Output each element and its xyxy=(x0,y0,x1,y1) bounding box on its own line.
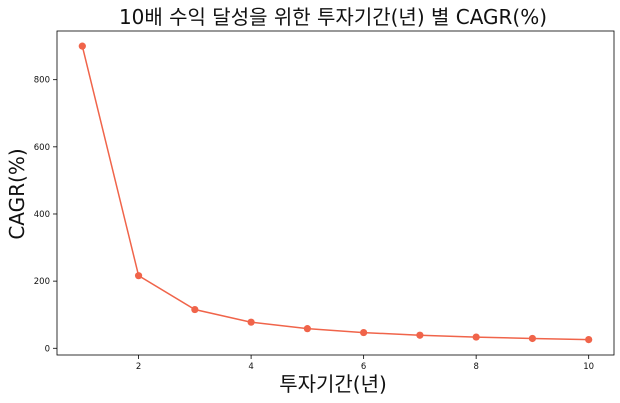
data-point xyxy=(303,325,311,333)
chart-title: 10배 수익 달성을 위한 투자기간(년) 별 CAGR(%) xyxy=(119,5,547,29)
series-line xyxy=(81,45,589,341)
data-point xyxy=(134,272,143,280)
plot-frame xyxy=(56,30,615,356)
data-point xyxy=(191,305,199,314)
data-point xyxy=(416,331,424,339)
data-point xyxy=(360,328,368,337)
x-tick-label: 10 xyxy=(583,362,594,372)
y-tick-label: 800 xyxy=(34,76,50,86)
x-tick-label: 8 xyxy=(473,362,478,372)
x-tick-label: 2 xyxy=(136,362,141,372)
data-point xyxy=(472,333,480,341)
data-point xyxy=(528,334,537,343)
x-tick-label: 6 xyxy=(361,362,366,372)
x-tick-label: 4 xyxy=(248,362,253,372)
y-axis-label: CAGR(%) xyxy=(5,148,29,239)
x-axis-label: 투자기간(년) xyxy=(279,372,387,396)
plot-area: 2 4 6 8 10 0 200 400 600 800 xyxy=(34,30,615,372)
y-tick-label: 400 xyxy=(34,210,50,220)
y-tick-label: 600 xyxy=(34,143,50,153)
y-tick-label: 200 xyxy=(34,277,50,287)
y-tick-label: 0 xyxy=(45,344,50,354)
data-point xyxy=(247,318,255,326)
data-point xyxy=(78,42,86,50)
data-point xyxy=(585,335,593,344)
